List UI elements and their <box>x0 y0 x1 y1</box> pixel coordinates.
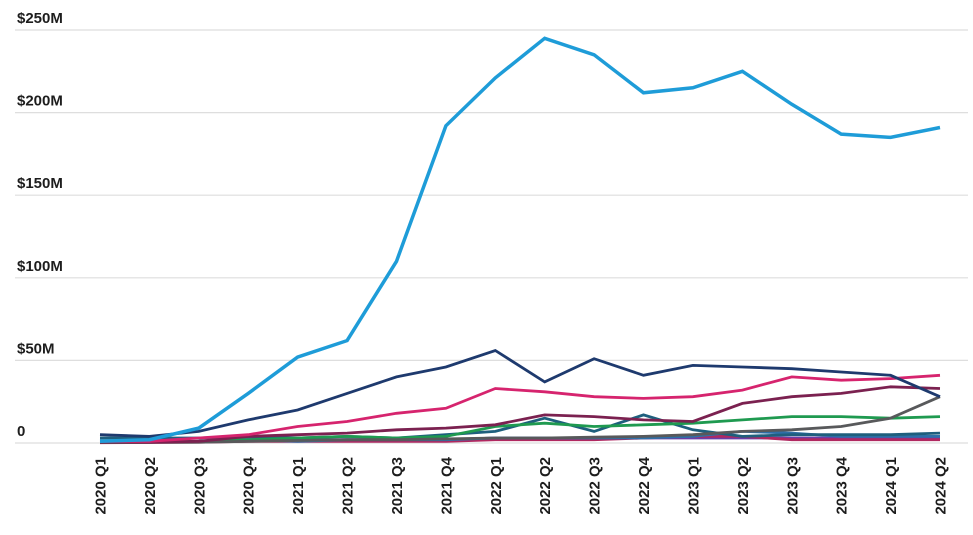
x-axis-tick-label: 2022 Q3 <box>587 457 604 515</box>
series-line-light-blue <box>99 36 941 444</box>
x-axis-tick-label: 2020 Q4 <box>241 456 258 514</box>
x-axis-tick-label: 2022 Q1 <box>488 457 505 515</box>
x-axis-tick-label: 2020 Q1 <box>93 457 110 515</box>
y-axis-tick-label: $100M <box>17 258 63 275</box>
x-axis-tick-label: 2023 Q4 <box>834 456 851 514</box>
x-axis-tick-label: 2021 Q1 <box>290 457 307 515</box>
series-line-navy <box>99 348 941 438</box>
series-line-green <box>99 415 941 444</box>
x-axis-tick-label: 2020 Q2 <box>142 457 159 515</box>
y-axis-tick-label: $150M <box>17 175 63 192</box>
y-axis-tick-label: $250M <box>17 10 63 27</box>
x-axis-tick-label: 2023 Q2 <box>735 457 752 515</box>
x-axis-tick-label: 2024 Q2 <box>933 457 950 515</box>
x-axis-tick-label: 2020 Q3 <box>191 457 208 515</box>
x-axis-tick-label: 2023 Q3 <box>784 457 801 515</box>
series-line-maroon <box>100 385 941 444</box>
x-axis-tick-label: 2021 Q4 <box>438 456 455 514</box>
series-line-gray <box>99 395 941 444</box>
x-axis-tick-label: 2022 Q2 <box>537 457 554 515</box>
y-axis-tick-label: $50M <box>17 340 55 357</box>
x-axis-tick-label: 2022 Q4 <box>636 456 653 514</box>
series-line-pink-magenta <box>100 373 941 443</box>
x-axis-tick-label: 2021 Q2 <box>340 457 357 515</box>
x-axis-tick-label: 2023 Q1 <box>685 457 702 515</box>
y-axis-tick-label: $200M <box>17 93 63 110</box>
x-axis-tick-label: 2024 Q1 <box>883 457 900 515</box>
y-axis-tick-label: 0 <box>17 423 25 440</box>
x-axis-tick-label: 2021 Q3 <box>389 457 406 515</box>
